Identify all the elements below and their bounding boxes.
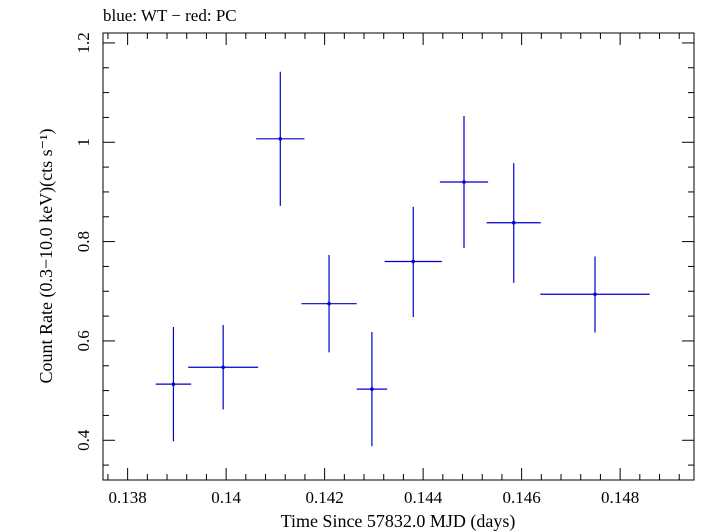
data-point — [256, 71, 305, 206]
point-marker — [327, 301, 331, 306]
point-marker — [511, 220, 516, 225]
y-tick-label: 0.8 — [74, 231, 93, 252]
point-marker — [462, 180, 466, 184]
x-axis-label: Time Since 57832.0 MJD (days) — [281, 511, 516, 532]
data-point — [356, 331, 388, 447]
point-marker — [278, 136, 283, 141]
point-marker — [171, 382, 176, 386]
y-tick-label: 0.4 — [74, 429, 93, 451]
point-marker — [411, 259, 416, 264]
y-tick-label: 1 — [74, 138, 93, 147]
point-marker — [221, 365, 225, 370]
data-point — [439, 115, 489, 249]
plot-frame — [102, 32, 695, 481]
data-point — [155, 327, 192, 442]
data-series — [155, 71, 650, 447]
y-tick-label: 1.2 — [74, 32, 93, 53]
x-tick-label: 0.142 — [306, 488, 344, 507]
data-point — [188, 325, 259, 410]
data-point — [384, 206, 442, 318]
x-tick-labels: 0.138 0.14 0.142 0.144 0.146 0.148 — [109, 488, 640, 507]
data-point — [301, 255, 357, 353]
point-marker — [593, 292, 597, 297]
x-tick-label: 0.148 — [601, 488, 639, 507]
y-axis-label: Count Rate (0.3−10.0 keV)(cts s⁻¹) — [36, 128, 57, 383]
point-marker — [370, 387, 374, 391]
data-point — [486, 163, 541, 283]
y-tick-labels: 0.4 0.6 0.8 1 1.2 — [74, 32, 93, 451]
x-tick-label: 0.14 — [211, 488, 241, 507]
data-point — [540, 256, 650, 333]
x-tick-label: 0.146 — [503, 488, 541, 507]
chart-title: blue: WT − red: PC — [103, 6, 237, 25]
axis-ticks — [103, 33, 694, 480]
x-tick-label: 0.144 — [404, 488, 443, 507]
x-tick-label: 0.138 — [109, 488, 147, 507]
y-tick-label: 0.6 — [74, 330, 93, 351]
